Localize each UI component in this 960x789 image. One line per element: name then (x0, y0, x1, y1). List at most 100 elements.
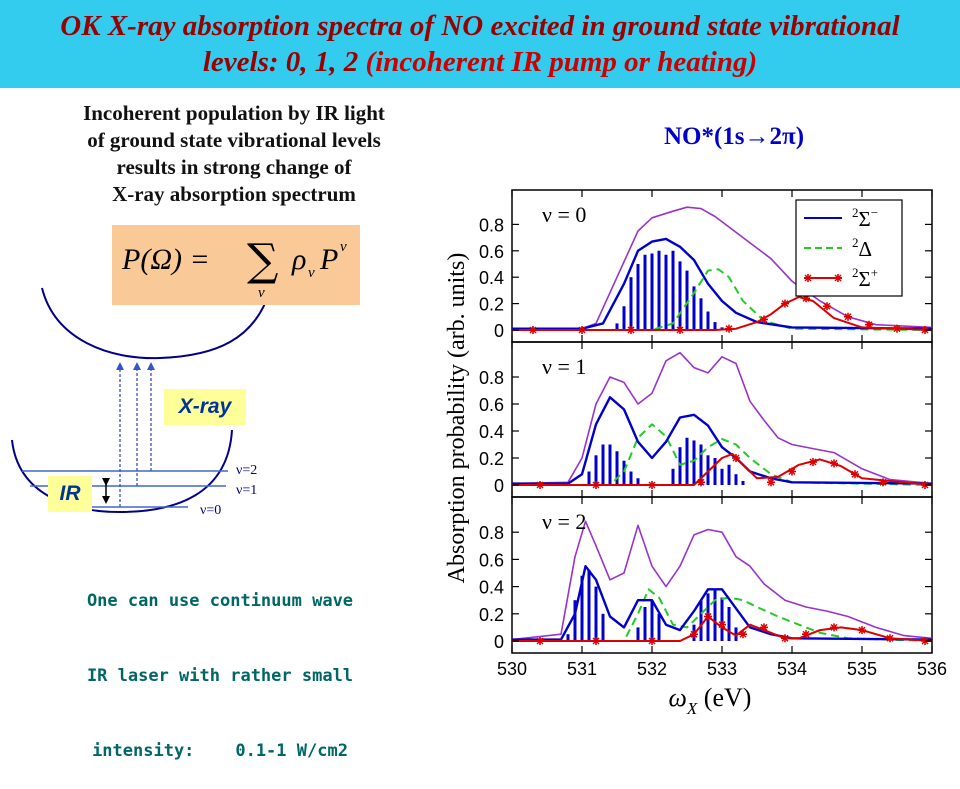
formula-box: P(Ω) = ∑ ν ρ ν P ν (112, 225, 360, 305)
legend-label-0: 2Σ− (852, 205, 878, 231)
panel-frame-1 (511, 341, 933, 498)
legend-label-sup-1: 2 (852, 235, 859, 250)
delta-line-0 (512, 268, 933, 331)
note-line-2: IR laser with rather small (86, 666, 354, 686)
legend-label-sym-2: Σ (859, 267, 871, 291)
formula-rho: ρ (291, 243, 306, 276)
y-tick-label-2-4: 0.8 (479, 523, 504, 543)
star-marker-2-4 (704, 612, 712, 621)
sigma-plus-line-2 (512, 615, 933, 642)
note-line-1: One can use continuum wave (86, 591, 354, 611)
y-tick-label-0-1: 0.2 (479, 295, 504, 315)
y-tick-label-2-1: 0.2 (479, 605, 504, 625)
legend-star-1 (834, 274, 842, 282)
formula-p: P (319, 243, 338, 276)
star-marker-0-8 (823, 302, 831, 311)
title-line-2: levels: 0, 1, 2 (incoherent IR pump or h… (0, 44, 960, 80)
star-marker-2-2 (648, 637, 656, 645)
star-marker-1-1 (592, 481, 600, 489)
star-marker-1-7 (809, 458, 817, 467)
chart-heading: NO*(1s→2π) (663, 123, 805, 150)
note-line-3: intensity: 0.1-1 W/cm2 (92, 741, 348, 761)
legend-label-sym-0: Σ (859, 207, 871, 231)
star-marker-1-10 (879, 478, 887, 487)
legend-label-1: 2Δ (852, 235, 872, 261)
y-tick-label-0-4: 0.8 (479, 215, 504, 235)
star-marker-1-6 (788, 467, 796, 476)
formula-lhs: P(Ω) = (121, 243, 210, 276)
star-marker-2-13 (921, 637, 929, 645)
intro-line-3: results in strong change of (116, 155, 352, 179)
panel-label-1: ν = 1 (542, 354, 586, 379)
x-tick-label-2: 532 (637, 659, 667, 679)
star-marker-1-2 (648, 481, 656, 489)
x-tick-label-1: 531 (567, 659, 597, 679)
star-marker-2-1 (592, 637, 600, 645)
chart-series (511, 206, 933, 645)
intro-line-4: X-ray absorption spectrum (112, 182, 356, 206)
formula-p-sup: ν (340, 239, 347, 255)
x-axis-label-unit: (eV) (697, 683, 751, 712)
chart-axes: 0 0.2 0.4 0.6 0.8 ν = 0 0 0.2 0.4 0.6 0.8 ν = 1 0 0.2… (479, 190, 947, 679)
y-tick-label-1-1: 0.2 (479, 449, 504, 469)
formula-rho-sub: ν (308, 265, 315, 281)
star-marker-0-7 (802, 294, 810, 303)
panel-label-0: ν = 0 (542, 202, 586, 227)
x-tick-label-5: 535 (847, 659, 877, 679)
star-marker-0-12 (921, 326, 929, 334)
star-marker-1-8 (830, 459, 838, 468)
x-axis-label-symbol: ω (669, 683, 687, 712)
star-marker-1-4 (732, 454, 740, 462)
star-marker-0-11 (893, 324, 901, 333)
star-marker-1-0 (536, 481, 544, 489)
sum-formula: P(Ω) = ∑ ν ρ ν P ν (121, 235, 347, 301)
star-marker-0-6 (781, 299, 789, 308)
intro-text: Incoherent population by IR light of gro… (24, 100, 444, 208)
y-tick-label-2-3: 0.6 (479, 550, 504, 570)
level-label-v2: ν=2 (236, 463, 257, 478)
star-marker-0-4 (725, 324, 733, 333)
y-tick-label-0-0: 0 (494, 321, 504, 341)
title-line-2-levels: levels: 0, 1, 2 (202, 46, 366, 78)
formula-sum-index: ν (258, 285, 265, 301)
star-marker-2-11 (858, 626, 866, 635)
x-tick-label-6: 536 (917, 659, 947, 679)
legend-star-0 (804, 274, 812, 282)
delta-line-1 (512, 423, 933, 486)
star-marker-2-12 (886, 634, 894, 643)
star-marker-2-7 (760, 623, 768, 632)
xray-label: X-ray (164, 389, 246, 425)
slide-title: OK X-ray absorption spectra of NO excite… (0, 8, 960, 80)
star-marker-2-3 (690, 630, 698, 639)
star-marker-2-0 (536, 637, 544, 645)
panel-frame-2 (511, 496, 933, 654)
x-tick-label-3: 533 (707, 659, 737, 679)
ground-state-potential-curve (11, 429, 233, 514)
y-tick-label-2-2: 0.4 (479, 578, 504, 598)
star-marker-0-5 (760, 315, 768, 324)
laser-note: One can use continuum wave IR laser with… (10, 539, 430, 789)
ir-label: IR (48, 476, 92, 512)
y-tick-label-2-0: 0 (494, 632, 504, 652)
sigma-minus-line-2 (512, 565, 933, 641)
envelope-line-0 (512, 206, 933, 330)
sigma-plus-line-1 (512, 452, 933, 486)
sigma-minus-line-1 (512, 396, 933, 485)
star-marker-2-6 (739, 630, 747, 639)
y-tick-label-1-3: 0.6 (479, 395, 504, 415)
y-tick-label-1-2: 0.4 (479, 422, 504, 442)
envelope-line-1 (511, 351, 933, 485)
star-marker-2-10 (830, 623, 838, 632)
delta-line-2 (512, 588, 933, 642)
legend-label-symsup-0: − (871, 205, 878, 220)
legend-label-sym-1: Δ (859, 237, 873, 261)
intro-line-1: Incoherent population by IR light (83, 101, 385, 125)
y-tick-label-0-3: 0.6 (479, 242, 504, 262)
y-tick-label-0-2: 0.4 (479, 268, 504, 288)
panel-label-2: ν = 2 (542, 509, 586, 534)
legend-label-sup-0: 2 (852, 205, 859, 220)
legend-label-sup-2: 2 (852, 265, 859, 280)
star-marker-1-11 (921, 481, 929, 489)
y-tick-label-1-4: 0.8 (479, 368, 504, 388)
star-marker-1-3 (697, 478, 705, 487)
